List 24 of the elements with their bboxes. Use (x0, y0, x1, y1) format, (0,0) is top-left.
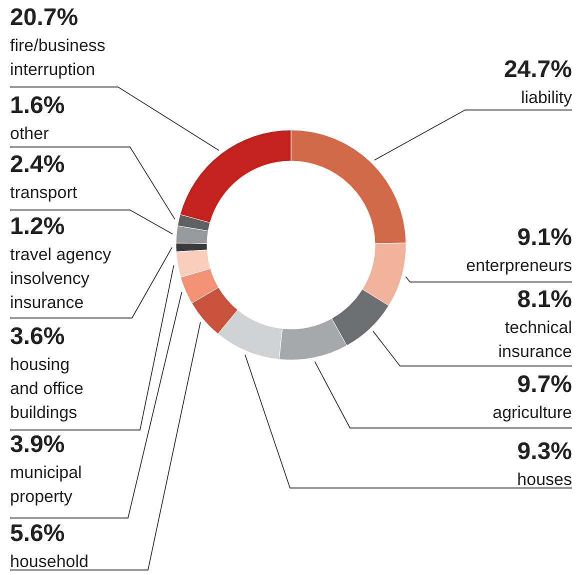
slice-label: technical insurance (498, 318, 572, 361)
slice-label: transport (10, 183, 78, 202)
data-label: 1.2% (10, 213, 65, 240)
data-label: 20.7% (10, 4, 78, 31)
slice-label: other (10, 124, 50, 143)
data-label: 9.1% (517, 224, 572, 251)
slice-label: housing and office buildings (10, 355, 84, 422)
slice-label: liability (520, 88, 572, 107)
slice-label: household (10, 552, 88, 571)
data-label: 8.1% (517, 286, 572, 313)
slice-label: enterpreneurs (466, 256, 572, 275)
slice-label: travel agency insolvency insurance (10, 245, 112, 312)
data-label: 5.6% (10, 520, 65, 547)
data-label: 9.7% (517, 371, 572, 398)
slice-label: houses (517, 470, 572, 489)
data-label: 24.7% (504, 56, 572, 83)
data-label: 1.6% (10, 92, 65, 119)
data-label: 3.9% (10, 431, 65, 458)
data-label: 3.6% (10, 323, 65, 350)
data-label: 9.3% (517, 438, 572, 465)
slice-label: fire/business interruption (10, 36, 106, 79)
data-label: 2.4% (10, 151, 65, 178)
slice-label: municipal property (10, 463, 82, 506)
slice-label: agriculture (492, 403, 572, 422)
